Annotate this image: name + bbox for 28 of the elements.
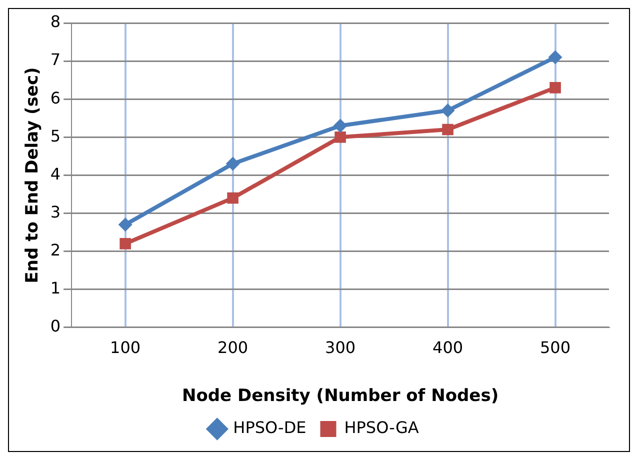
y-tick-label: 2 [50,240,61,260]
point [333,118,348,133]
y-tick-label: 1 [50,278,61,298]
point [118,218,132,232]
point [440,104,455,118]
x-tick-label: 200 [218,338,248,358]
y-tick-label: 6 [50,88,61,108]
legend-label: HPSO-DE [233,418,306,438]
point [442,124,454,136]
y-tick-label: 5 [50,126,61,146]
legend-label: HPSO-GA [344,418,419,438]
x-tick-label: 100 [110,338,141,358]
x-tick-label: 400 [432,338,464,358]
point [334,131,346,143]
x-tick-label: 300 [325,338,356,358]
point [548,50,562,64]
point [120,238,131,250]
point [226,156,240,171]
point [227,192,238,204]
point [550,82,561,94]
x-axis-title: Node Density (Number of Nodes) [182,386,499,406]
y-tick-label: 3 [50,202,61,222]
y-tick-label: 4 [50,164,61,184]
y-tick-label: 7 [50,50,61,70]
y-tick-label: 0 [50,316,61,336]
y-axis-title: End to End Delay (sec) [22,67,43,284]
x-tick-label: 500 [540,338,571,358]
y-tick-label: 8 [50,12,61,32]
